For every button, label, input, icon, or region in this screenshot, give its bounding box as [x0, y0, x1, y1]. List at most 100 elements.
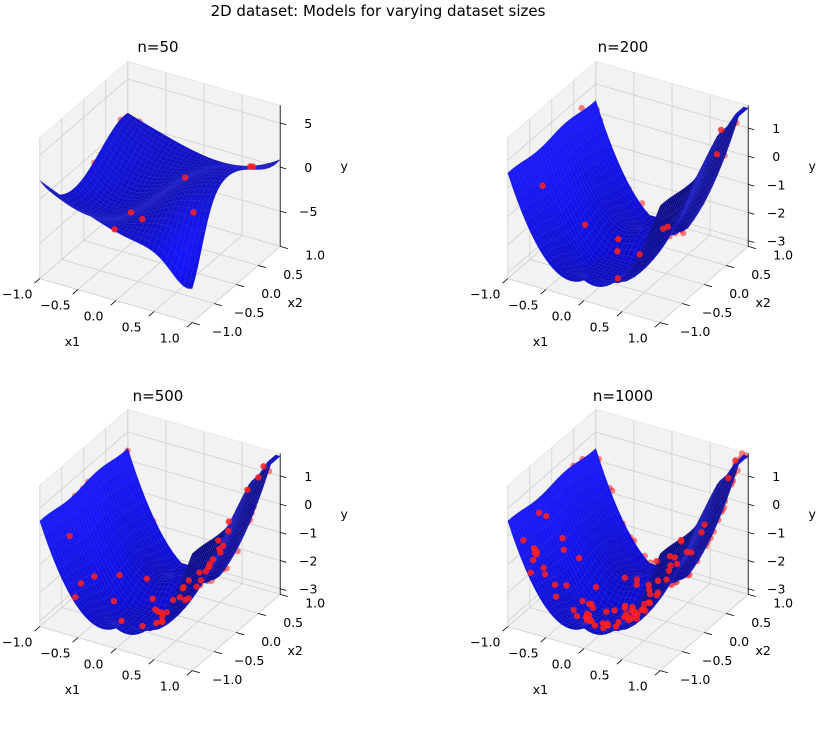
- data-point: [193, 583, 200, 590]
- y-axis-label: x2: [287, 643, 302, 658]
- data-point: [244, 486, 251, 493]
- tick-mark: [280, 560, 287, 563]
- subplot-2: −1.0−0.50.00.51.0x1−1.0−0.50.00.51.0x210…: [470, 38, 816, 349]
- tick-mark: [660, 322, 668, 326]
- tick-mark: [748, 240, 755, 243]
- data-point: [158, 609, 165, 616]
- y-tick-label: 0.0: [261, 634, 281, 649]
- data-point: [190, 209, 197, 216]
- data-point: [255, 474, 262, 481]
- x-tick-label: 1.0: [160, 331, 180, 346]
- model-surface: [39, 112, 281, 289]
- grid-line: [621, 235, 711, 312]
- grid-line: [127, 78, 281, 124]
- data-point: [66, 532, 73, 540]
- data-point: [143, 575, 151, 582]
- z-tick-label: −1: [767, 177, 785, 192]
- y-tick-label: −0.5: [702, 305, 732, 320]
- tick-mark: [214, 303, 222, 307]
- data-point: [139, 622, 146, 630]
- data-point: [246, 163, 254, 170]
- z-tick-label: −2: [767, 206, 785, 221]
- tick-mark: [748, 155, 755, 159]
- subplot-title: n=500: [133, 387, 184, 405]
- model-surface: [507, 100, 749, 288]
- x-axis-label: x1: [65, 334, 80, 349]
- data-point: [139, 215, 146, 223]
- data-point: [215, 537, 222, 544]
- tick-mark: [214, 651, 222, 655]
- grid-line: [595, 83, 749, 129]
- y-tick-label: 0.0: [261, 286, 281, 301]
- tick-mark: [72, 289, 79, 295]
- x-axis-label: x1: [533, 334, 548, 349]
- tick-mark: [34, 626, 41, 632]
- tick-mark: [186, 322, 193, 328]
- data-point: [185, 595, 192, 602]
- data-point: [196, 569, 203, 576]
- tick-mark: [280, 588, 287, 591]
- tick-mark: [186, 670, 193, 676]
- z-tick-label: −1: [299, 525, 317, 540]
- y-axis-label: x2: [755, 295, 770, 310]
- tick-mark: [192, 322, 200, 326]
- x-tick-label: 0.0: [84, 309, 104, 324]
- z-tick-label: 5: [304, 116, 312, 131]
- x-tick-label: −1.0: [470, 287, 500, 302]
- z-tick-label: 0: [304, 160, 312, 175]
- tick-mark: [748, 212, 755, 215]
- data-point: [77, 580, 85, 587]
- x-tick-label: 0.5: [122, 320, 142, 335]
- tick-mark: [704, 284, 712, 288]
- data-point: [664, 223, 671, 230]
- subplot-3: −1.0−0.50.00.51.0x1−1.0−0.50.00.51.0x210…: [2, 387, 348, 697]
- subplot-4: −1.0−0.50.00.51.0x1−1.0−0.50.00.51.0x210…: [470, 387, 816, 697]
- y-tick-label: 1.0: [773, 248, 793, 263]
- data-point: [116, 571, 123, 579]
- z-tick-label: 0: [304, 497, 312, 512]
- data-point: [205, 563, 213, 571]
- data-point: [209, 556, 217, 563]
- tick-mark: [34, 278, 41, 284]
- tick-mark: [748, 246, 756, 249]
- z-axis-label: y: [341, 507, 349, 522]
- data-point: [185, 577, 192, 584]
- tick-mark: [682, 303, 690, 307]
- data-point: [614, 275, 622, 282]
- tick-mark: [654, 322, 661, 328]
- x-tick-label: 0.5: [122, 668, 142, 683]
- data-point: [260, 463, 267, 470]
- tick-mark: [110, 300, 117, 306]
- x-tick-label: 1.0: [628, 331, 648, 346]
- tick-mark: [280, 166, 287, 170]
- data-point: [197, 577, 205, 584]
- tick-mark: [502, 278, 509, 284]
- x-tick-label: −0.5: [40, 298, 70, 313]
- data-point: [158, 618, 165, 625]
- tick-mark: [748, 183, 755, 187]
- x-tick-label: −0.5: [508, 298, 538, 313]
- data-point: [72, 594, 79, 601]
- x-tick-label: −1.0: [2, 287, 32, 302]
- y-tick-label: −0.5: [234, 305, 264, 320]
- data-point: [111, 226, 118, 233]
- data-point: [153, 619, 160, 627]
- z-axis-label: y: [809, 159, 817, 174]
- z-tick-label: −2: [299, 554, 317, 569]
- subplot-title: n=200: [598, 38, 649, 56]
- tick-mark: [540, 289, 547, 295]
- z-tick-label: 1: [304, 469, 312, 484]
- tick-mark: [280, 503, 287, 507]
- z-tick-label: −3: [767, 234, 785, 249]
- x-tick-label: −1.0: [2, 635, 32, 650]
- data-point: [110, 597, 118, 605]
- x-tick-label: 0.5: [590, 320, 610, 335]
- data-point: [713, 151, 721, 158]
- tick-mark: [280, 531, 287, 535]
- y-tick-label: −1.0: [212, 672, 242, 687]
- surface-facet: [187, 279, 196, 289]
- data-point: [615, 235, 622, 243]
- y-tick-label: 1.0: [305, 248, 325, 263]
- grid-line: [83, 240, 237, 285]
